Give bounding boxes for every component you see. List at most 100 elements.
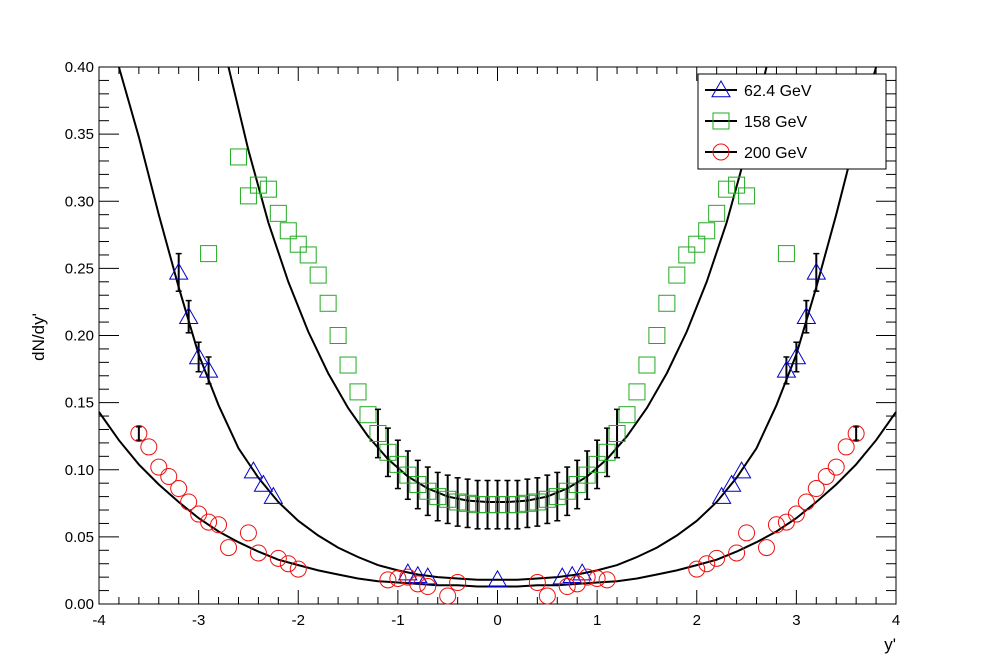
y-tick-label: 0.20 xyxy=(65,328,94,345)
data-point xyxy=(389,455,407,473)
data-point xyxy=(349,383,367,401)
y-tick-label: 0.05 xyxy=(65,529,94,546)
fit-curve xyxy=(117,66,878,581)
y-tick-label: 0.35 xyxy=(65,126,94,143)
data-point xyxy=(598,571,616,589)
x-tick-label: -2 xyxy=(292,612,305,629)
data-point xyxy=(767,516,785,534)
y-axis-title: dN/dy' xyxy=(29,313,48,361)
series-circle xyxy=(130,425,865,605)
data-point xyxy=(249,176,267,194)
data-point xyxy=(263,486,284,504)
data-point xyxy=(712,143,730,161)
x-tick-label: 1 xyxy=(593,612,601,629)
data-point xyxy=(528,574,546,592)
data-point xyxy=(718,180,736,198)
data-point xyxy=(429,488,447,506)
data-point xyxy=(130,425,148,443)
data-point xyxy=(721,474,742,492)
data-point xyxy=(538,587,556,605)
data-point xyxy=(738,524,756,542)
data-point xyxy=(588,455,606,473)
data-point xyxy=(638,356,656,374)
data-point xyxy=(711,79,731,98)
data-point xyxy=(712,112,730,130)
data-point xyxy=(409,575,427,593)
x-tick-label: 0 xyxy=(493,612,501,629)
data-point xyxy=(757,539,775,557)
data-point xyxy=(459,494,477,512)
data-point xyxy=(807,480,825,498)
data-point xyxy=(279,555,297,573)
data-point xyxy=(289,235,307,253)
data-point xyxy=(210,516,228,534)
data-series xyxy=(130,148,865,605)
data-point xyxy=(369,425,387,443)
x-tick-label: 2 xyxy=(693,612,701,629)
data-point xyxy=(269,549,287,567)
data-point xyxy=(797,493,815,511)
data-point xyxy=(359,406,377,424)
data-point xyxy=(309,266,327,284)
data-point xyxy=(786,346,807,365)
data-point xyxy=(150,458,168,476)
data-point xyxy=(558,482,576,500)
data-point xyxy=(698,222,716,240)
data-point xyxy=(776,360,797,378)
data-point xyxy=(220,539,238,557)
legend-entry: 158 GeV xyxy=(705,112,807,131)
x-axis-title: y' xyxy=(884,635,896,654)
series-square xyxy=(200,148,795,530)
data-point xyxy=(407,565,428,584)
legend-entry: 62.4 GeV xyxy=(705,79,812,100)
y-tick-label: 0.30 xyxy=(65,193,94,210)
data-point xyxy=(728,176,746,194)
data-point xyxy=(289,560,307,578)
data-point xyxy=(728,544,746,562)
series-triangle xyxy=(168,252,827,588)
data-point xyxy=(449,493,467,511)
data-point xyxy=(160,467,178,485)
x-tick-label: -3 xyxy=(192,612,205,629)
data-point xyxy=(588,569,606,587)
data-point xyxy=(837,438,855,456)
data-point xyxy=(198,360,219,378)
x-tick-label: 4 xyxy=(892,612,900,629)
y-tick-label: 0.25 xyxy=(65,260,94,277)
axes: -4 -3 -2 -1 0 1 2 3 4 0.00 0.05 0.10 0.15 0.20 0.25 0.3… xyxy=(65,59,900,629)
data-point xyxy=(249,544,267,562)
data-point xyxy=(572,563,593,581)
data-point xyxy=(399,568,417,586)
data-point xyxy=(787,505,805,523)
legend-entry: 200 GeV xyxy=(705,143,807,162)
data-point xyxy=(578,466,596,484)
legend-items: 62.4 GeV 158 GeV 200 GeV xyxy=(705,79,812,162)
data-point xyxy=(229,148,247,166)
data-point xyxy=(170,480,188,498)
data-point xyxy=(188,346,209,365)
x-tick-label: -1 xyxy=(391,612,404,629)
data-point xyxy=(200,245,218,263)
data-point xyxy=(389,569,407,587)
data-point xyxy=(688,235,706,253)
y-tick-label: 0.40 xyxy=(65,59,94,76)
data-point xyxy=(178,306,199,324)
x-tick-label: 3 xyxy=(792,612,800,629)
data-point xyxy=(578,568,596,586)
data-point xyxy=(847,425,865,443)
data-point xyxy=(738,187,756,205)
data-point xyxy=(777,245,795,263)
data-point xyxy=(243,461,264,479)
data-point xyxy=(827,458,845,476)
data-point xyxy=(399,466,417,484)
data-point xyxy=(269,204,287,222)
data-point xyxy=(259,180,277,198)
data-point xyxy=(469,496,487,514)
data-point xyxy=(538,490,556,508)
data-point xyxy=(528,493,546,511)
data-point xyxy=(796,306,817,324)
data-point xyxy=(648,327,666,344)
data-point xyxy=(449,574,467,592)
legend-label: 62.4 GeV xyxy=(744,83,812,100)
